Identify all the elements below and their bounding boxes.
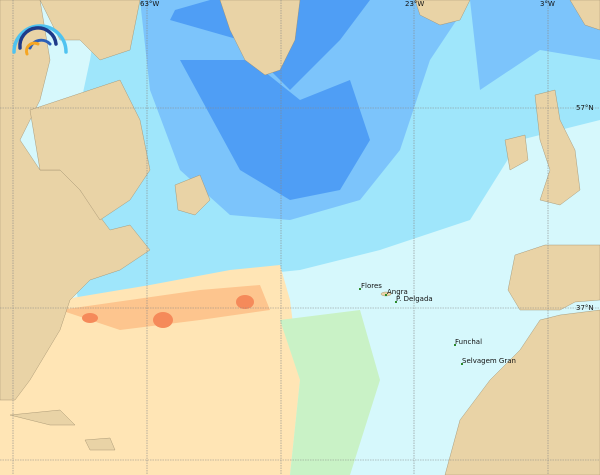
great-britain — [534, 89, 581, 206]
warmer-water-band — [60, 285, 270, 330]
ireland — [504, 134, 529, 171]
baffin-island — [39, 0, 141, 61]
hispaniola — [84, 437, 116, 451]
place-marker — [385, 294, 387, 296]
africa — [444, 309, 600, 475]
place-label-p-delgada[interactable]: P. Delgada — [396, 295, 433, 303]
labrador — [29, 79, 151, 221]
place-label-selvagem-gran[interactable]: Selvagem Gran — [462, 357, 516, 365]
place-marker — [454, 344, 456, 346]
hot-spot — [153, 312, 173, 328]
longitude-label: 23°W — [405, 0, 425, 8]
place-marker — [395, 301, 397, 303]
latitude-label: 57°N — [576, 104, 594, 112]
north-america — [0, 0, 151, 401]
green-water-region — [280, 310, 380, 475]
place-marker — [359, 288, 361, 290]
latitude-label: 37°N — [576, 304, 594, 312]
place-label-funchal[interactable]: Funchal — [455, 338, 483, 346]
norway — [569, 0, 600, 31]
hot-spot — [82, 313, 98, 323]
cuba — [9, 409, 76, 426]
warm-water-region — [0, 265, 300, 475]
coldest-water-region — [170, 0, 370, 200]
greenland — [219, 0, 301, 76]
place-label-angra[interactable]: Angra — [387, 288, 408, 296]
iberia — [507, 244, 600, 311]
cold-water-ne — [470, 0, 600, 90]
arc-waves-logo — [12, 24, 68, 56]
newfoundland — [174, 174, 211, 216]
longitude-label: 3°W — [540, 0, 555, 8]
place-label-flores[interactable]: Flores — [361, 282, 382, 290]
longitude-label: 63°W — [140, 0, 160, 8]
iceland — [414, 0, 471, 26]
hot-spot — [236, 295, 254, 309]
place-marker — [461, 363, 463, 365]
